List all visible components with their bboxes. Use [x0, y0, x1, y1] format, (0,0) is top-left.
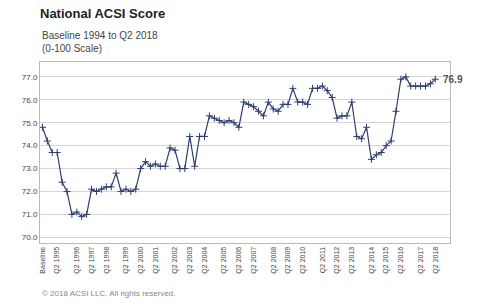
svg-text:Q2 2007: Q2 2007	[250, 247, 258, 274]
svg-text:Q2 2012: Q2 2012	[333, 247, 341, 274]
svg-text:Q2 2014: Q2 2014	[368, 247, 376, 274]
svg-text:Q2 1997: Q2 1997	[88, 247, 96, 274]
svg-text:Q2 2004: Q2 2004	[201, 247, 209, 274]
svg-text:Q2 2011: Q2 2011	[319, 247, 327, 273]
svg-text:Q2 2013: Q2 2013	[348, 247, 356, 274]
svg-text:Q2 2002: Q2 2002	[171, 247, 179, 274]
svg-text:73.0: 73.0	[22, 164, 38, 173]
svg-text:Q2 2005: Q2 2005	[220, 247, 228, 274]
svg-text:74.0: 74.0	[22, 141, 38, 150]
svg-text:Baseline 1994 to Q2 2018: Baseline 1994 to Q2 2018	[42, 30, 158, 41]
svg-text:Q2 2016: Q2 2016	[397, 247, 405, 274]
svg-text:Q2 1996: Q2 1996	[73, 247, 81, 274]
svg-text:Q2 2003: Q2 2003	[186, 247, 194, 274]
svg-text:Q2 2018: Q2 2018	[432, 247, 440, 274]
svg-text:Q2 1998: Q2 1998	[103, 247, 111, 274]
svg-text:National ACSI Score: National ACSI Score	[40, 6, 165, 21]
svg-text:76.0: 76.0	[22, 96, 38, 105]
svg-text:72.0: 72.0	[22, 187, 38, 196]
svg-text:71.0: 71.0	[22, 210, 38, 219]
svg-text:Q2 1995: Q2 1995	[53, 247, 61, 274]
svg-text:Q2 2000: Q2 2000	[137, 247, 145, 274]
svg-text:77.0: 77.0	[22, 73, 38, 82]
svg-text:(0-100 Scale): (0-100 Scale)	[42, 43, 102, 54]
svg-text:70.0: 70.0	[22, 233, 38, 242]
svg-text:Q2 1999: Q2 1999	[122, 247, 130, 274]
svg-text:Q2 2006: Q2 2006	[235, 247, 243, 274]
svg-text:Q2 2009: Q2 2009	[284, 247, 292, 274]
svg-text:Q2 2017: Q2 2017	[417, 247, 425, 274]
svg-text:© 2018 ACSI LLC. All rights re: © 2018 ACSI LLC. All rights reserved.	[42, 289, 176, 298]
svg-text:Q2 2010: Q2 2010	[299, 247, 307, 274]
svg-text:Baseline: Baseline	[39, 247, 46, 274]
svg-text:Q2 2001: Q2 2001	[152, 247, 160, 274]
svg-text:75.0: 75.0	[22, 119, 38, 128]
svg-text:76.9: 76.9	[443, 74, 463, 85]
svg-text:Q2 2015: Q2 2015	[382, 247, 390, 274]
svg-text:Q2 2008: Q2 2008	[270, 247, 278, 274]
